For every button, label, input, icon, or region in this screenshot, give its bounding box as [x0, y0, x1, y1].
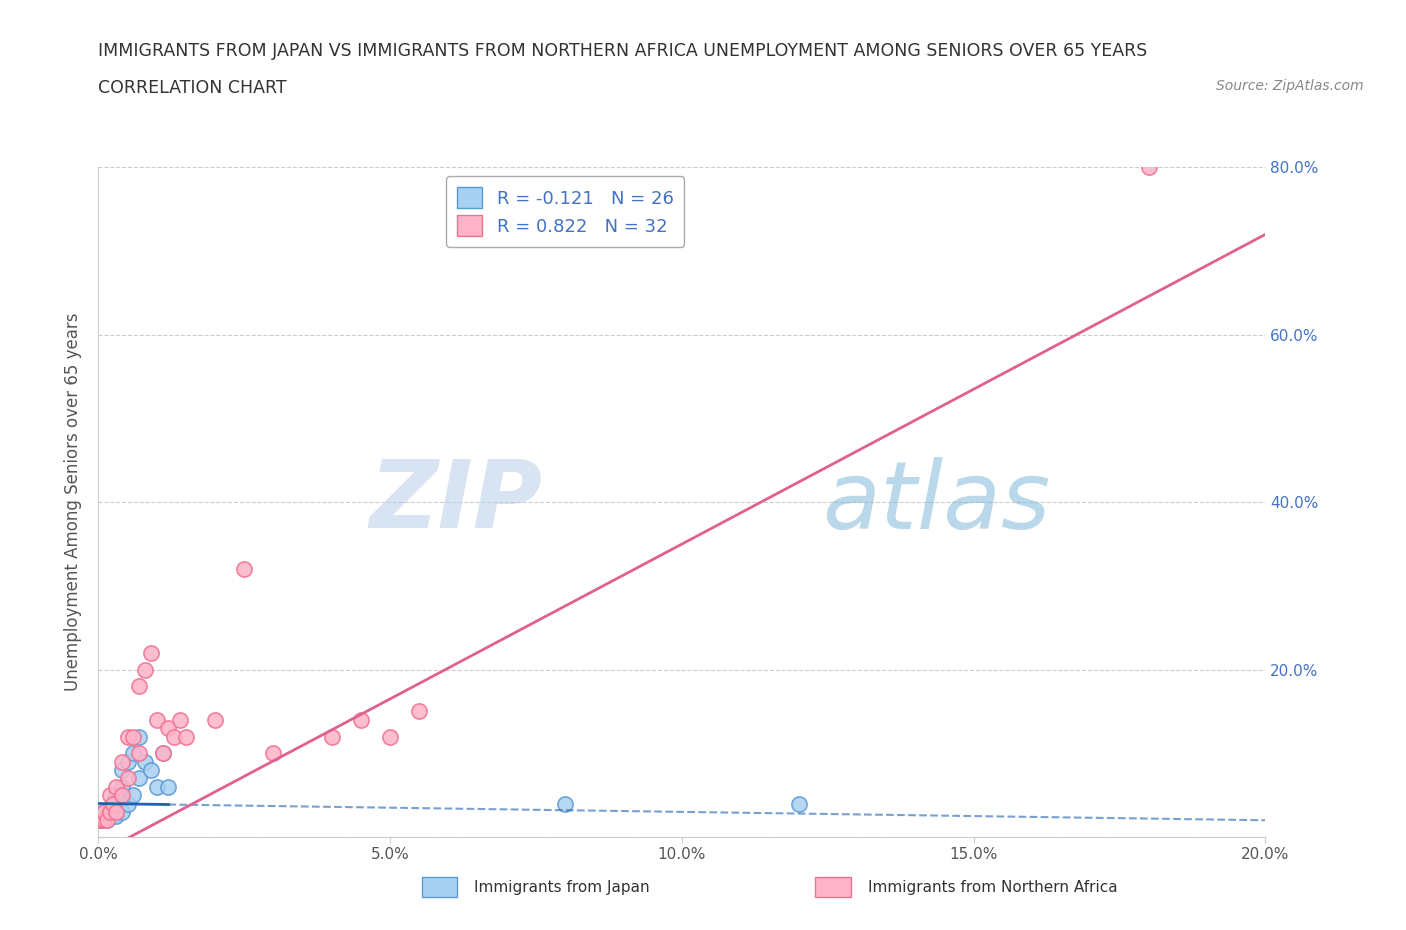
Point [163, 729, 186, 744]
Point [98, 804, 121, 819]
Point [93, 809, 115, 824]
Point [134, 754, 156, 769]
Point [128, 771, 150, 786]
Point [146, 779, 169, 794]
Point [350, 712, 373, 727]
Point [111, 788, 134, 803]
Text: Immigrants from Northern Africa: Immigrants from Northern Africa [868, 880, 1118, 895]
Point [93, 804, 115, 819]
Point [111, 763, 134, 777]
Point [128, 746, 150, 761]
Point [146, 712, 169, 727]
Point [152, 746, 174, 761]
Text: atlas: atlas [823, 457, 1050, 548]
Point [122, 746, 145, 761]
Point [174, 729, 197, 744]
Legend: R = -0.121   N = 26, R = 0.822   N = 32: R = -0.121 N = 26, R = 0.822 N = 32 [446, 177, 685, 247]
Point [111, 804, 134, 819]
Point [117, 729, 139, 744]
Point [111, 754, 134, 769]
Point [104, 779, 127, 794]
Point [128, 679, 150, 694]
Point [262, 746, 284, 761]
Point [157, 779, 180, 794]
Point [378, 729, 402, 744]
Point [101, 809, 124, 824]
Point [90, 813, 112, 828]
Point [101, 796, 124, 811]
Point [169, 712, 191, 727]
Point [90, 813, 112, 828]
Point [96, 813, 118, 828]
Point [1137, 160, 1160, 175]
Text: IMMIGRANTS FROM JAPAN VS IMMIGRANTS FROM NORTHERN AFRICA UNEMPLOYMENT AMONG SENI: IMMIGRANTS FROM JAPAN VS IMMIGRANTS FROM… [98, 42, 1147, 60]
Text: ZIP: ZIP [368, 457, 541, 548]
Text: CORRELATION CHART: CORRELATION CHART [98, 79, 287, 97]
Point [321, 729, 343, 744]
Point [117, 771, 139, 786]
Point [98, 800, 121, 815]
Point [157, 721, 180, 736]
Point [787, 796, 810, 811]
Point [134, 662, 156, 677]
Point [152, 746, 174, 761]
Point [408, 704, 430, 719]
Point [128, 729, 150, 744]
Point [104, 796, 127, 811]
Text: Immigrants from Japan: Immigrants from Japan [474, 880, 650, 895]
Point [233, 562, 256, 577]
Point [104, 804, 127, 819]
Y-axis label: Unemployment Among Seniors over 65 years: Unemployment Among Seniors over 65 years [65, 313, 83, 691]
Point [139, 645, 162, 660]
Point [93, 813, 115, 828]
Point [104, 809, 127, 824]
Point [554, 796, 576, 811]
Point [104, 788, 127, 803]
Point [98, 788, 121, 803]
Point [111, 779, 134, 794]
Point [117, 796, 139, 811]
Point [139, 763, 162, 777]
Point [98, 804, 121, 819]
Point [93, 804, 115, 819]
Text: Source: ZipAtlas.com: Source: ZipAtlas.com [1216, 79, 1364, 93]
Point [117, 754, 139, 769]
Point [204, 712, 226, 727]
Point [122, 788, 145, 803]
Point [96, 813, 118, 828]
Point [122, 729, 145, 744]
